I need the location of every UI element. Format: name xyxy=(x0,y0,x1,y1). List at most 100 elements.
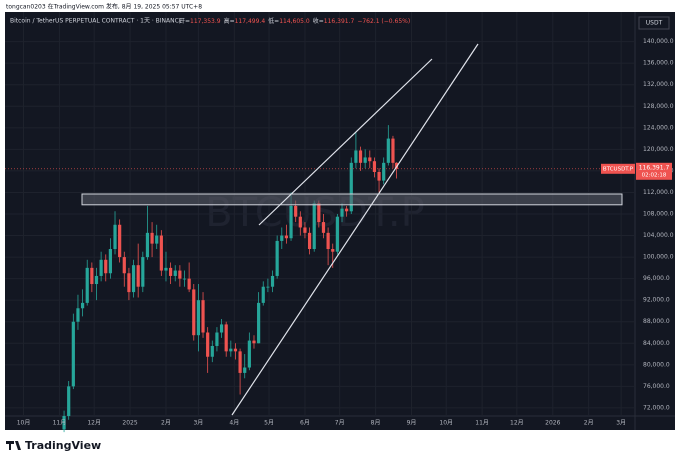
ohlc-legend-item: 117,499.4 xyxy=(235,18,266,25)
candle-body xyxy=(201,300,205,333)
candle-body xyxy=(141,257,145,287)
currency: USDT xyxy=(646,20,663,27)
range-box xyxy=(81,193,623,206)
x-tick-label: 11月 xyxy=(475,420,489,427)
brand: TradingView xyxy=(6,439,101,452)
x-tick-label: 3月 xyxy=(193,420,203,427)
candle-body xyxy=(155,235,159,244)
candle-body xyxy=(90,267,94,285)
brand-name: TradingView xyxy=(25,439,101,452)
candle-body xyxy=(243,367,247,373)
candle-body xyxy=(252,340,256,344)
caption: tongcan0203 在TradingView.com 发布, 8月 19, … xyxy=(6,3,202,11)
candle-body xyxy=(298,216,302,228)
y-tick-label: 88,000.0 xyxy=(643,318,670,325)
y-tick-label: 96,000.0 xyxy=(643,275,670,282)
price-tag xyxy=(636,162,672,180)
y-tick-label: 140,000.0 xyxy=(643,38,674,45)
x-tick-label: 12月 xyxy=(87,420,101,427)
candle-body xyxy=(284,235,289,239)
candle-body xyxy=(196,300,201,336)
currency-box xyxy=(638,16,670,30)
y-tick-label: 124,000.0 xyxy=(643,124,674,131)
candle-body xyxy=(206,332,210,357)
ohlc-legend-item: 收= xyxy=(313,17,324,25)
candle-body xyxy=(76,308,80,322)
candle-body xyxy=(150,232,154,244)
candle-body xyxy=(391,138,395,163)
candle-body xyxy=(136,265,140,287)
ohlc-legend-item: −762.1 (−0.65%) xyxy=(357,18,410,25)
candle-body xyxy=(71,321,75,387)
candle-body xyxy=(386,138,390,163)
ohlc-legend-item: 高= xyxy=(224,17,235,25)
ohlc-legend-item: 117,353.9 xyxy=(190,18,221,25)
x-tick-label: 4月 xyxy=(229,420,239,427)
candle-body xyxy=(99,259,103,276)
candle-body xyxy=(182,278,187,280)
candle-body xyxy=(187,278,191,290)
candle-body xyxy=(363,157,367,163)
ohlc-legend-item: 低= xyxy=(268,17,279,25)
x-tick-label: 9月 xyxy=(407,420,417,427)
candle-body xyxy=(169,267,173,276)
y-tick-label: 80,000.0 xyxy=(643,361,670,368)
candle-body xyxy=(307,232,312,250)
y-tick-label: 72,000.0 xyxy=(643,404,670,411)
x-tick-label: 3月 xyxy=(616,420,626,427)
y-tick-label: 76,000.0 xyxy=(643,383,670,390)
x-tick-label: 2025 xyxy=(122,420,137,427)
candle-body xyxy=(321,222,326,233)
x-tick-label: 2026 xyxy=(545,420,560,427)
trend-line-upper xyxy=(258,58,433,226)
candle-body xyxy=(62,416,66,430)
price-tag-label: 116,391.7 xyxy=(639,164,670,171)
candle-body xyxy=(122,257,126,274)
candle-body xyxy=(215,332,219,346)
candle-body xyxy=(377,171,381,181)
candle-body xyxy=(312,203,316,250)
ohlc-legend-item: 开= xyxy=(179,18,190,25)
candle-body xyxy=(233,348,238,352)
y-tick-label: 104,000.0 xyxy=(643,232,674,239)
candle-body xyxy=(173,270,177,276)
x-tick-label: 5月 xyxy=(264,420,274,427)
candle-body xyxy=(335,216,339,252)
trend-line-lower xyxy=(231,43,479,416)
candle-body xyxy=(317,203,321,223)
candle-body xyxy=(108,249,112,274)
candle-body xyxy=(326,232,330,250)
candle-body xyxy=(219,324,224,333)
candle-body xyxy=(382,162,386,181)
candle-body xyxy=(80,302,85,309)
x-tick-label: 10月 xyxy=(17,420,31,427)
chart-title: Bitcoin / TetherUS PERPETUAL CONTRACT · … xyxy=(10,18,183,25)
candle-body xyxy=(113,224,117,250)
candle-body xyxy=(127,273,131,293)
candle-body xyxy=(280,235,284,241)
y-tick-label: 136,000.0 xyxy=(643,60,674,67)
candle-body xyxy=(85,267,89,303)
symbol-tag xyxy=(601,163,635,174)
candle-body xyxy=(131,265,136,293)
candle-body xyxy=(238,351,242,373)
candle-body xyxy=(164,267,168,271)
y-tick-label: 120,000.0 xyxy=(643,146,674,153)
x-tick-label: 7月 xyxy=(335,420,345,427)
candle-body xyxy=(354,150,358,163)
y-tick-label: 128,000.0 xyxy=(643,103,674,110)
candle-body xyxy=(368,157,372,162)
y-tick-label: 132,000.0 xyxy=(643,81,674,88)
candle-body xyxy=(349,162,353,212)
candle-body xyxy=(372,161,377,172)
candle-body xyxy=(394,162,399,169)
candle-body xyxy=(294,205,298,217)
candle-body xyxy=(303,227,307,233)
candle-body xyxy=(257,302,261,344)
candle-body xyxy=(358,150,363,163)
candle-body xyxy=(275,240,279,276)
candle-body xyxy=(145,232,150,258)
x-tick-label: 2月 xyxy=(584,420,594,427)
